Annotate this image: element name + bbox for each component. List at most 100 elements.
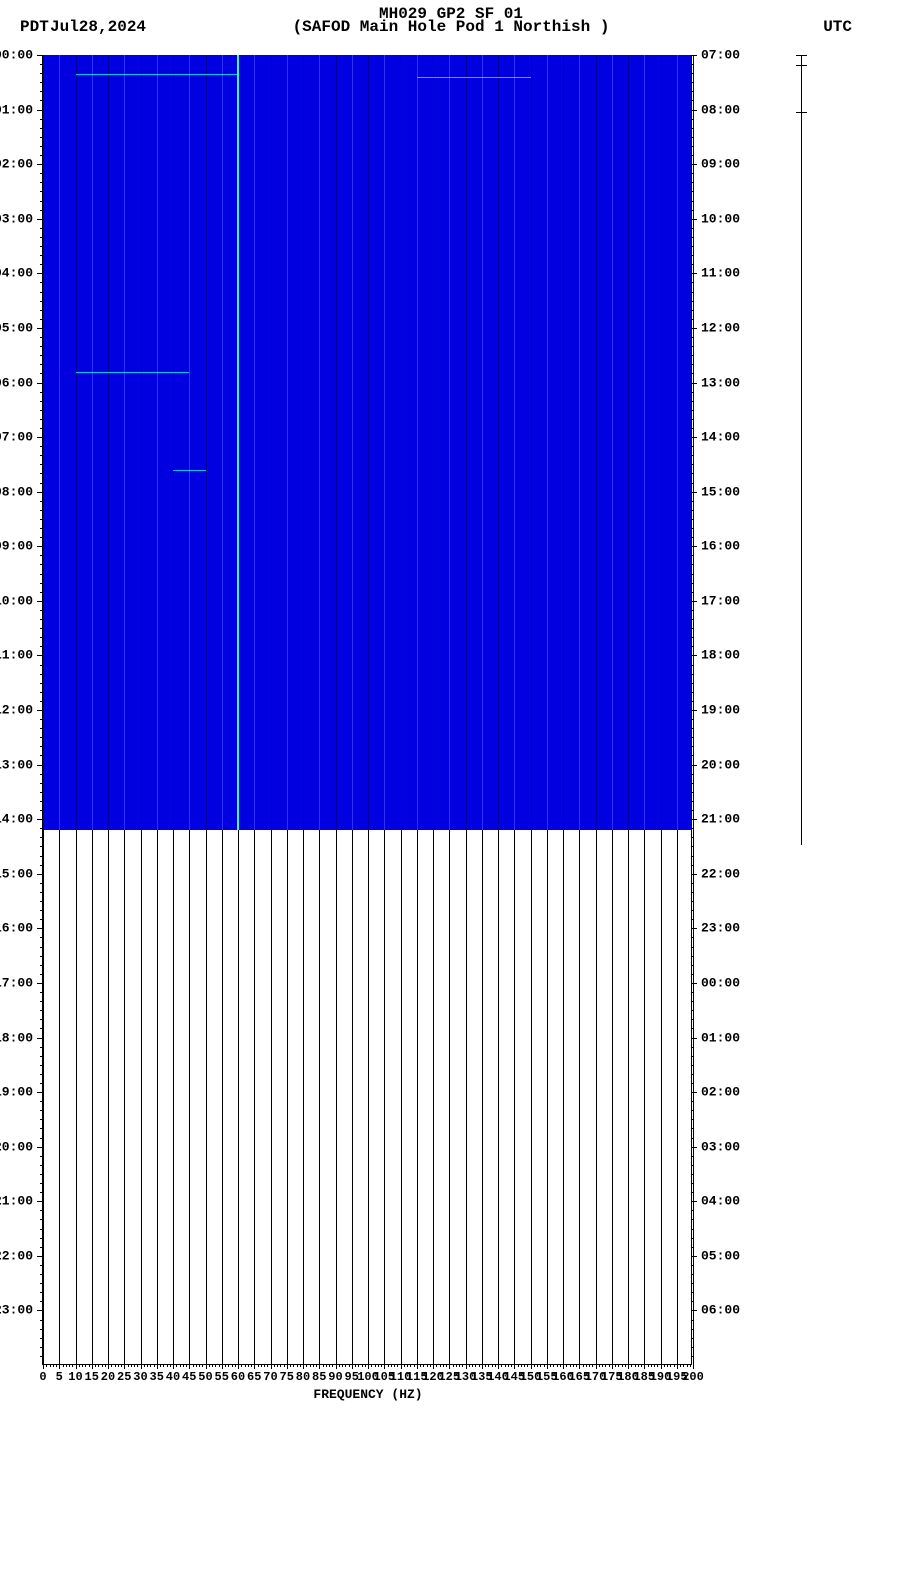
- spectrogram-vline: [287, 55, 288, 830]
- x-minor: [212, 1364, 213, 1367]
- y-label-right: 07:00: [701, 48, 740, 63]
- y-minor-left: [40, 173, 43, 174]
- grid-vline: [108, 830, 109, 1365]
- y-minor-left: [40, 501, 43, 502]
- x-label: 5: [56, 1370, 63, 1384]
- y-label-right: 04:00: [701, 1194, 740, 1209]
- y-minor-left: [40, 373, 43, 374]
- x-minor: [378, 1364, 379, 1367]
- y-tick-left: [37, 1092, 43, 1093]
- y-minor-left: [40, 674, 43, 675]
- y-minor-right: [691, 237, 694, 238]
- y-minor-left: [40, 1074, 43, 1075]
- y-tick-left: [37, 328, 43, 329]
- y-minor-left: [40, 1110, 43, 1111]
- spectrogram-vline: [466, 55, 467, 830]
- spectrogram-vline: [173, 55, 174, 830]
- spectrogram-vline: [547, 55, 548, 830]
- x-minor: [527, 1364, 528, 1367]
- x-label: 45: [182, 1370, 196, 1384]
- x-minor: [310, 1364, 311, 1367]
- tz-right-label: UTC: [823, 18, 852, 36]
- x-tick: [157, 1364, 158, 1369]
- y-minor-right: [691, 555, 694, 556]
- y-minor-left: [40, 1265, 43, 1266]
- y-minor-right: [691, 692, 694, 693]
- y-minor-right: [691, 346, 694, 347]
- y-label-left: 15:00: [0, 866, 33, 881]
- y-minor-right: [691, 82, 694, 83]
- y-minor-left: [40, 319, 43, 320]
- y-minor-right: [691, 828, 694, 829]
- x-minor: [550, 1364, 551, 1367]
- y-minor-right: [691, 364, 694, 365]
- spectrogram-vline: [661, 55, 662, 830]
- y-tick-left: [37, 1201, 43, 1202]
- x-minor: [560, 1364, 561, 1367]
- y-minor-right: [691, 1110, 694, 1111]
- y-tick-right: [691, 1147, 697, 1148]
- y-minor-right: [691, 64, 694, 65]
- x-minor: [199, 1364, 200, 1367]
- y-tick-right: [691, 1092, 697, 1093]
- y-minor-left: [40, 892, 43, 893]
- spectrogram-vline: [206, 55, 207, 830]
- y-minor-left: [40, 210, 43, 211]
- grid-vline: [384, 830, 385, 1365]
- y-minor-left: [40, 883, 43, 884]
- x-minor: [69, 1364, 70, 1367]
- y-tick-left: [37, 110, 43, 111]
- x-label: 40: [166, 1370, 180, 1384]
- x-minor: [209, 1364, 210, 1367]
- x-minor: [683, 1364, 684, 1367]
- spectrogram-vline: [141, 55, 142, 830]
- x-minor: [241, 1364, 242, 1367]
- y-minor-left: [40, 592, 43, 593]
- x-label: 90: [328, 1370, 342, 1384]
- grid-vline: [173, 830, 174, 1365]
- spectrogram-vline: [644, 55, 645, 830]
- y-label-left: 00:00: [0, 48, 33, 63]
- y-minor-left: [40, 182, 43, 183]
- x-tick: [677, 1364, 678, 1369]
- x-minor: [362, 1364, 363, 1367]
- y-label-left: 12:00: [0, 703, 33, 718]
- grid-vline: [222, 830, 223, 1365]
- y-label-right: 14:00: [701, 430, 740, 445]
- y-minor-right: [691, 501, 694, 502]
- x-minor: [183, 1364, 184, 1367]
- x-minor: [388, 1364, 389, 1367]
- grid-vline: [547, 830, 548, 1365]
- grid-vline: [352, 830, 353, 1365]
- y-minor-left: [40, 73, 43, 74]
- x-tick: [417, 1364, 418, 1369]
- y-tick-right: [691, 55, 697, 56]
- x-minor: [176, 1364, 177, 1367]
- grid-vline: [254, 830, 255, 1365]
- y-minor-left: [40, 583, 43, 584]
- y-minor-right: [691, 728, 694, 729]
- x-tick: [693, 1364, 694, 1369]
- y-minor-right: [691, 310, 694, 311]
- x-minor: [557, 1364, 558, 1367]
- spectrogram-vline: [222, 55, 223, 830]
- x-minor: [667, 1364, 668, 1367]
- x-minor: [605, 1364, 606, 1367]
- x-minor: [63, 1364, 64, 1367]
- x-minor: [284, 1364, 285, 1367]
- y-minor-right: [691, 1156, 694, 1157]
- y-minor-right: [691, 719, 694, 720]
- x-minor: [332, 1364, 333, 1367]
- x-tick: [222, 1364, 223, 1369]
- y-tick-left: [37, 1038, 43, 1039]
- spectrogram-vline: [336, 55, 337, 830]
- grid-vline: [189, 830, 190, 1365]
- x-minor: [66, 1364, 67, 1367]
- y-minor-right: [691, 665, 694, 666]
- x-minor: [202, 1364, 203, 1367]
- y-tick-left: [37, 928, 43, 929]
- grid-vline: [303, 830, 304, 1365]
- x-minor: [566, 1364, 567, 1367]
- y-minor-right: [691, 937, 694, 938]
- y-tick-left: [37, 273, 43, 274]
